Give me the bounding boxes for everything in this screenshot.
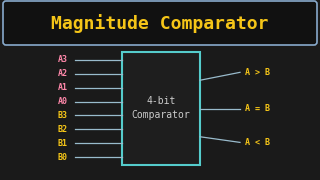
Text: B1: B1 [58,139,68,148]
Text: A2: A2 [58,69,68,78]
Text: Magnitude Comparator: Magnitude Comparator [51,15,269,33]
Text: A0: A0 [58,97,68,106]
Text: B3: B3 [58,111,68,120]
Text: A > B: A > B [245,68,270,77]
Text: A1: A1 [58,83,68,92]
Bar [122,52,200,165]
Text: B0: B0 [58,152,68,161]
Text: A < B: A < B [245,138,270,147]
Text: B2: B2 [58,125,68,134]
FancyBboxPatch shape [3,1,317,45]
Text: A = B: A = B [245,104,270,113]
Text: 4-bit
Comparator: 4-bit Comparator [132,96,190,120]
Text: A3: A3 [58,55,68,64]
